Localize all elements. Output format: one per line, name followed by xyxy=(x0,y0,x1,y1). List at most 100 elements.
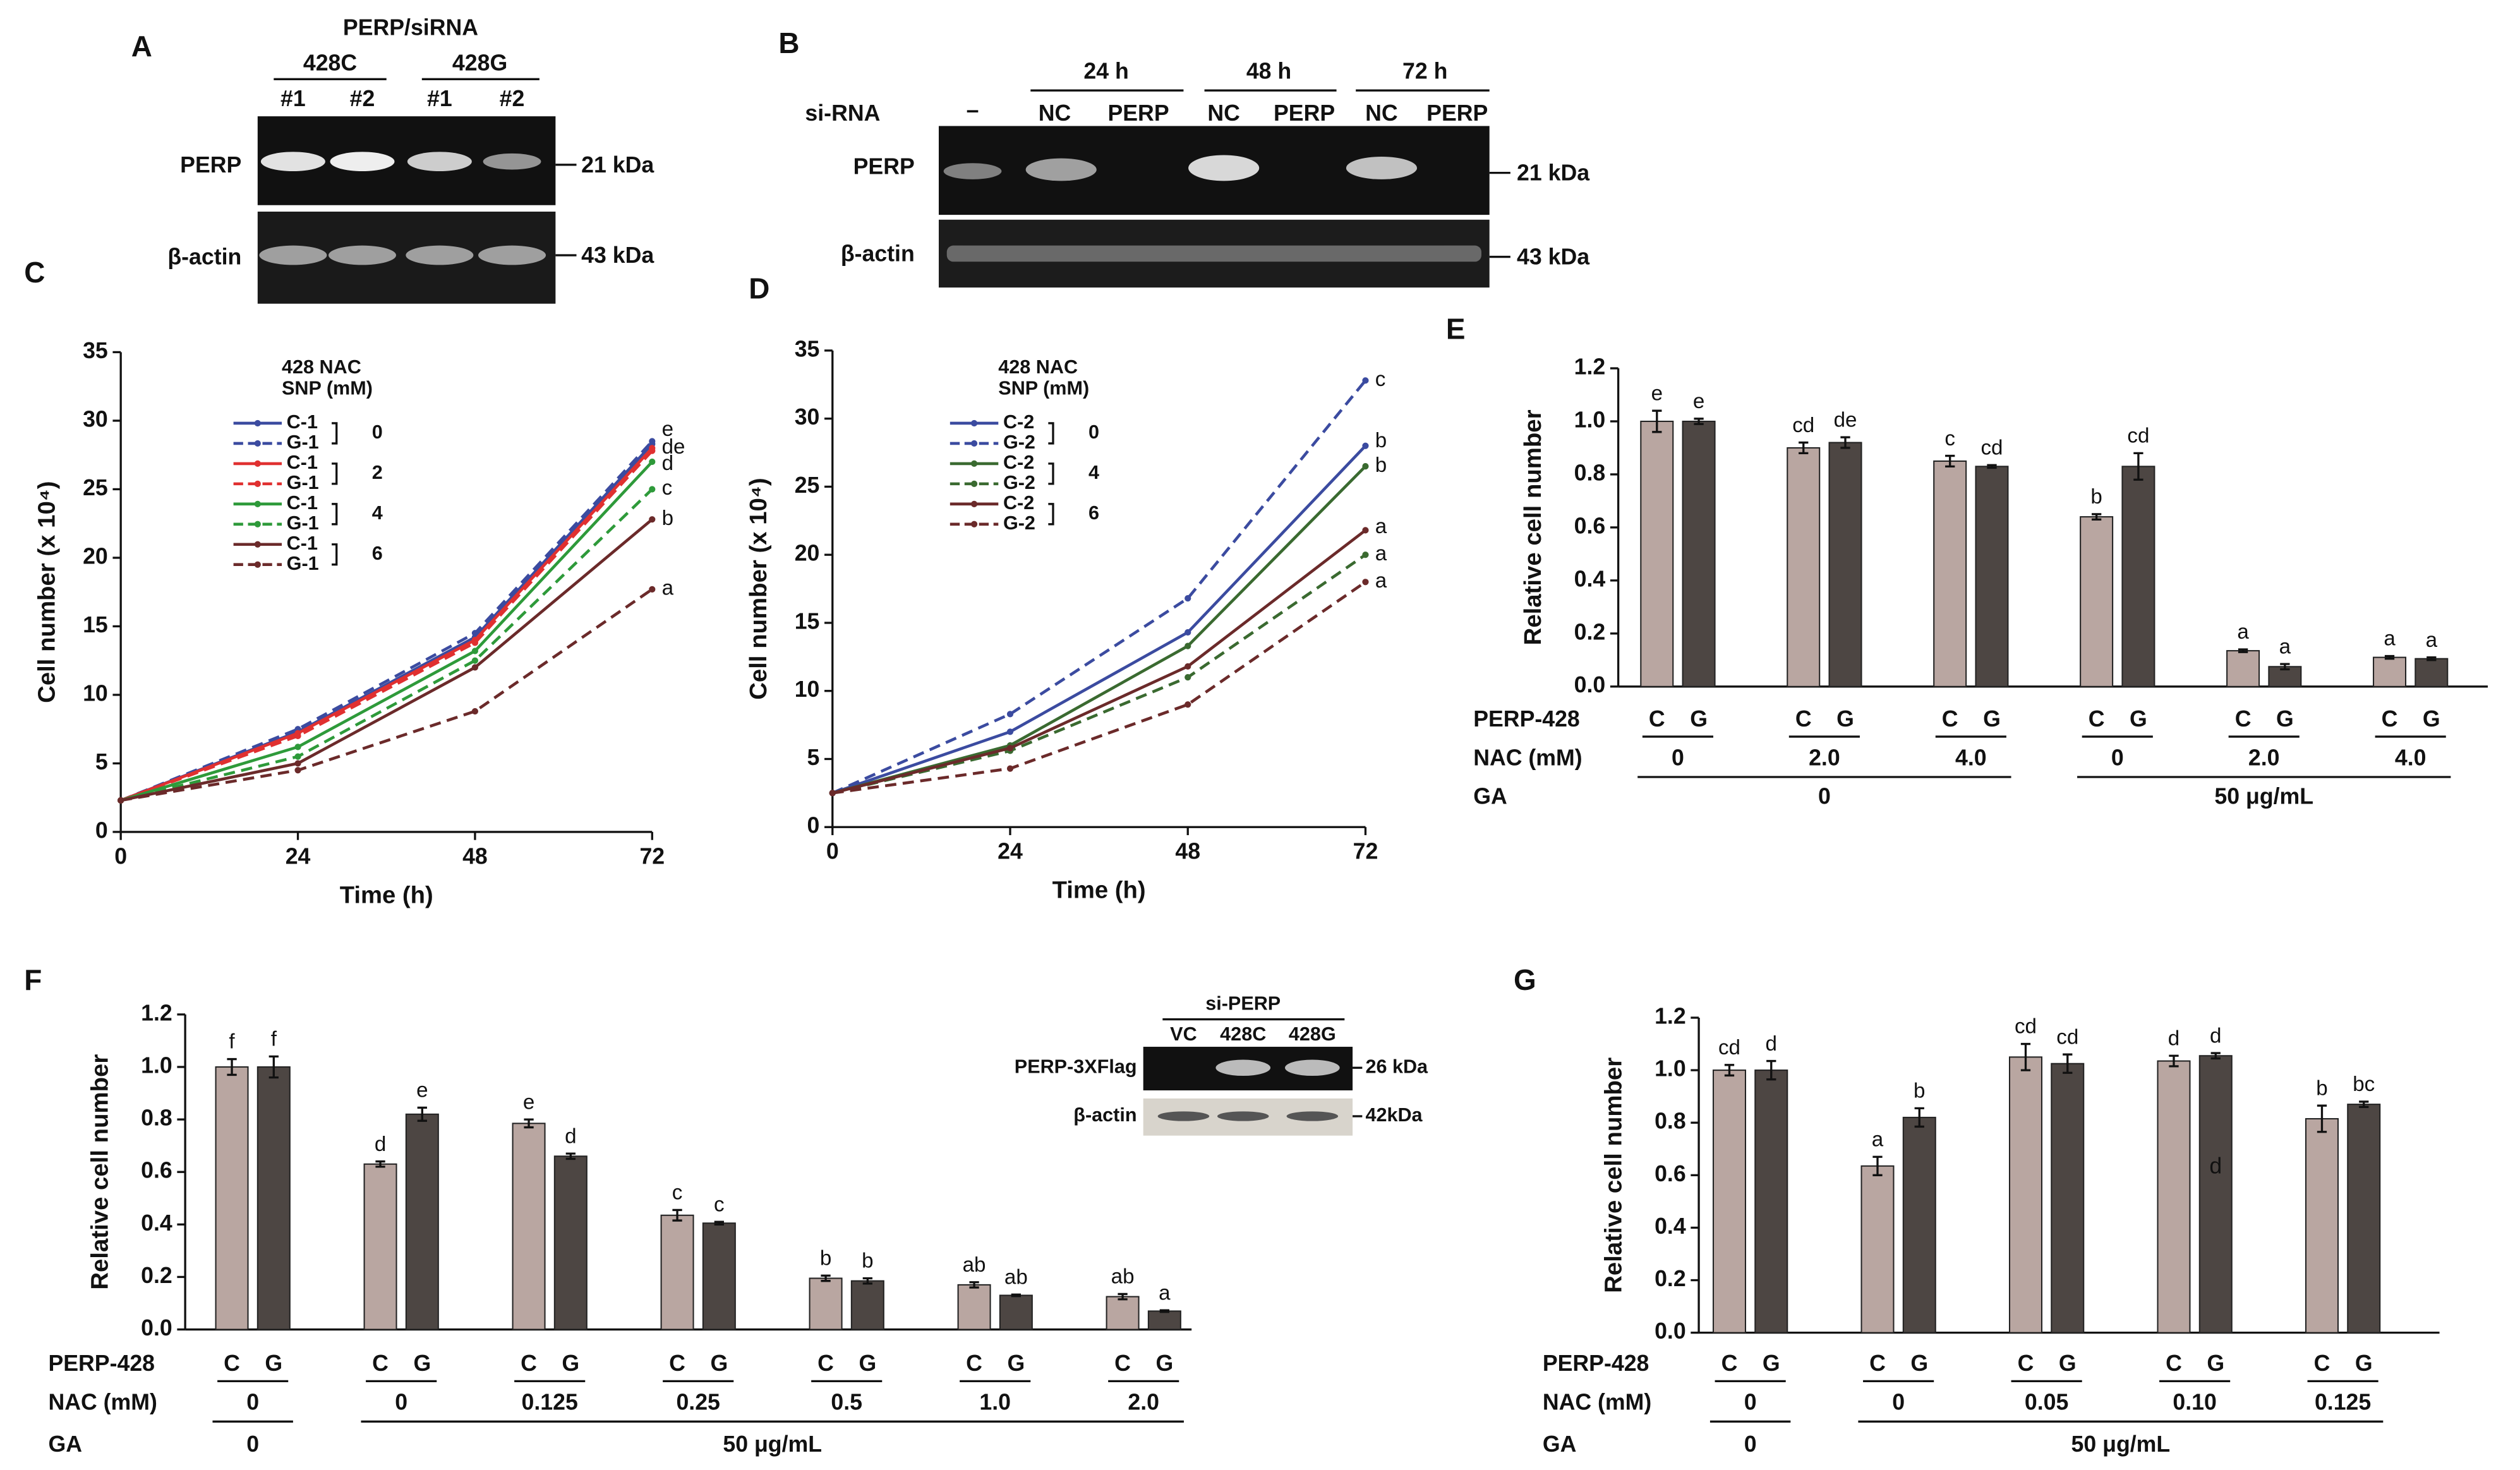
row-label: PERP xyxy=(180,152,241,178)
panel-label: D xyxy=(749,272,769,304)
bar xyxy=(1902,1116,1936,1334)
significance-letter: e xyxy=(1651,382,1663,405)
legend-label: G-1 xyxy=(287,512,319,534)
legend-marker xyxy=(970,419,978,427)
y-tick-label: 0 xyxy=(807,813,820,838)
nac-label: 0.5 xyxy=(831,1390,862,1415)
legend-marker xyxy=(254,419,261,427)
y-tick-label: 1.0 xyxy=(1574,407,1606,432)
marker xyxy=(829,790,836,797)
annotation: b xyxy=(1375,454,1387,477)
marker xyxy=(471,708,479,715)
annotation: c xyxy=(1375,368,1386,391)
marker xyxy=(1362,462,1369,470)
nac-label: 2.0 xyxy=(2248,745,2280,770)
error-bar xyxy=(1694,418,1704,425)
band xyxy=(1188,155,1260,181)
error-bar xyxy=(1914,1107,1924,1128)
bar xyxy=(2414,658,2449,687)
x-tick-label: 24 xyxy=(998,839,1023,864)
significance-letter: d xyxy=(375,1133,386,1156)
bar xyxy=(363,1163,397,1330)
error-bar xyxy=(1799,441,1809,455)
y-tick-label: 15 xyxy=(83,612,108,637)
size-label: 43 kDa xyxy=(1517,244,1590,270)
group-series-label: C xyxy=(2382,706,2398,732)
marker xyxy=(1006,745,1014,752)
error-bar xyxy=(417,1106,427,1122)
y-tick-label: 0.6 xyxy=(1655,1161,1686,1186)
nac-label: 0.125 xyxy=(522,1390,578,1415)
x-tick-label: 72 xyxy=(639,843,665,869)
legend-marker xyxy=(254,500,261,507)
y-tick-label: 5 xyxy=(807,745,820,770)
legend-label: C-2 xyxy=(1003,411,1034,433)
error-bar xyxy=(227,1057,237,1076)
error-bar xyxy=(1840,436,1850,449)
annotation: d xyxy=(662,452,673,475)
marker xyxy=(1185,629,1191,636)
error-bar xyxy=(2427,656,2437,661)
lane-label: PERP xyxy=(1107,100,1169,126)
marker xyxy=(649,458,656,466)
marker xyxy=(471,630,479,637)
group-series-label: C xyxy=(1649,706,1665,732)
bar xyxy=(1933,460,1967,687)
significance-letter: c xyxy=(672,1181,683,1205)
panel-label: C xyxy=(24,256,45,289)
legend-bracket xyxy=(332,422,338,445)
error-bar xyxy=(1945,454,1955,468)
legend-marker xyxy=(970,460,978,467)
bar xyxy=(1975,466,2009,687)
blot-inset: si-PERP VC 428C 428G PERP-3XFlag β-actin… xyxy=(1015,993,1428,1136)
panel-label: E xyxy=(1446,312,1466,345)
group-series-label: G xyxy=(562,1351,579,1376)
legend-marker xyxy=(970,521,978,527)
group-series-label: C xyxy=(1721,1351,1738,1376)
ga-label: 0 xyxy=(1818,784,1831,809)
group-series-label: G xyxy=(2130,706,2147,732)
legend-label: G-1 xyxy=(287,553,319,574)
band xyxy=(260,152,325,172)
marker xyxy=(1362,442,1369,449)
error-bar xyxy=(1159,1309,1169,1313)
group-series-label: C xyxy=(2314,1351,2330,1376)
band xyxy=(1157,1111,1210,1121)
marker xyxy=(1185,595,1191,602)
line xyxy=(120,518,653,802)
y-tick-label: 5 xyxy=(95,749,108,774)
line xyxy=(831,379,1367,795)
legend-title: 428 NAC xyxy=(282,356,361,378)
group-series-label: C xyxy=(521,1351,537,1376)
annotation: a xyxy=(1375,569,1387,593)
nac-label: 0.05 xyxy=(2025,1390,2068,1415)
legend-marker xyxy=(254,541,261,548)
legend-label: C-1 xyxy=(287,492,318,514)
annotation: d xyxy=(2209,1153,2222,1178)
legend-marker xyxy=(970,500,978,507)
group-series-label: G xyxy=(859,1351,876,1376)
error-bar xyxy=(2091,513,2102,521)
size-label: 43 kDa xyxy=(581,243,654,268)
group-series-label: G xyxy=(1690,706,1708,732)
group-series-label: G xyxy=(1910,1351,1928,1376)
marker xyxy=(1006,728,1014,735)
row-label: PERP-3XFlag xyxy=(1015,1056,1137,1077)
y-tick-label: 15 xyxy=(795,608,820,634)
legend-marker xyxy=(254,460,261,467)
annotation: a xyxy=(662,577,674,600)
bar xyxy=(2008,1056,2043,1334)
group-series-label: C xyxy=(1869,1351,1886,1376)
legend-label: G-2 xyxy=(1003,431,1035,453)
y-axis-label: Relative cell number xyxy=(1519,409,1546,645)
y-tick-label: 30 xyxy=(795,404,820,430)
bar xyxy=(1106,1296,1140,1330)
x-tick-label: 0 xyxy=(826,839,839,864)
group-series-label: G xyxy=(710,1351,728,1376)
band xyxy=(407,152,472,172)
marker xyxy=(294,760,301,767)
legend-label: G-1 xyxy=(287,431,319,453)
group-series-label: G xyxy=(2059,1351,2077,1376)
legend-group: 6 xyxy=(1088,502,1099,524)
annotation: b xyxy=(662,507,673,530)
